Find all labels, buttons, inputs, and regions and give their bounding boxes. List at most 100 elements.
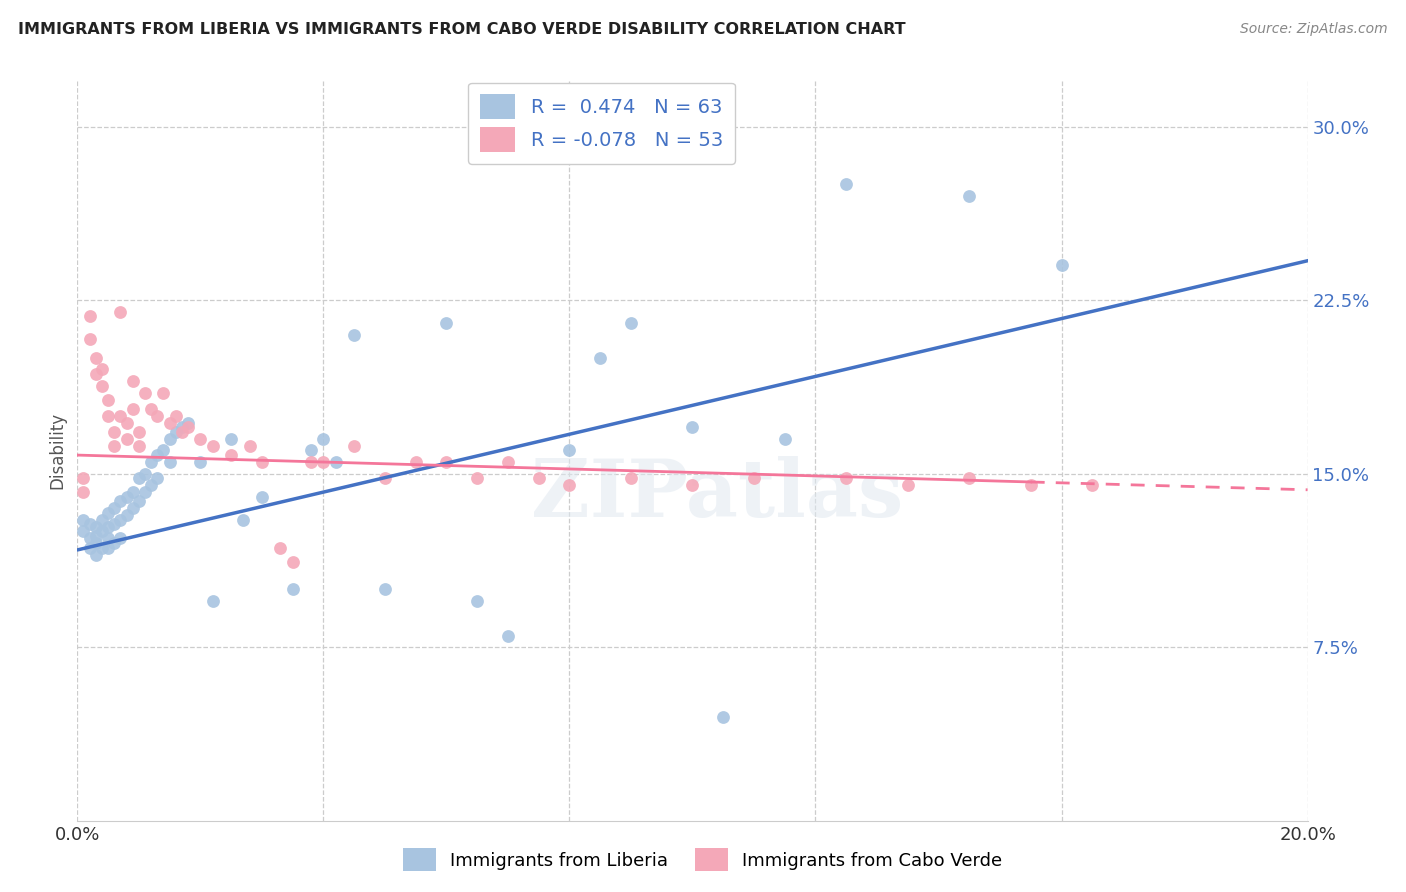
- Point: [325, 455, 347, 469]
- Point: [201, 439, 224, 453]
- Point: [496, 628, 519, 642]
- Point: [115, 432, 138, 446]
- Point: [312, 432, 335, 446]
- Point: [269, 541, 291, 555]
- Point: [110, 409, 132, 423]
- Point: [496, 455, 519, 469]
- Point: [620, 316, 643, 330]
- Point: [121, 501, 143, 516]
- Point: [134, 485, 156, 500]
- Point: [84, 367, 107, 381]
- Point: [374, 471, 396, 485]
- Point: [97, 392, 120, 407]
- Point: [299, 443, 322, 458]
- Point: [835, 471, 858, 485]
- Point: [79, 517, 101, 532]
- Point: [115, 416, 138, 430]
- Point: [1050, 259, 1073, 273]
- Point: [159, 432, 181, 446]
- Point: [146, 409, 169, 423]
- Point: [97, 506, 120, 520]
- Point: [121, 374, 143, 388]
- Point: [90, 362, 114, 376]
- Point: [177, 416, 200, 430]
- Point: [84, 529, 107, 543]
- Point: [957, 189, 980, 203]
- Point: [141, 455, 163, 469]
- Point: [374, 582, 396, 597]
- Point: [405, 455, 427, 469]
- Point: [152, 385, 174, 400]
- Point: [558, 478, 581, 492]
- Point: [170, 420, 193, 434]
- Point: [711, 709, 734, 723]
- Point: [110, 494, 132, 508]
- Point: [115, 490, 138, 504]
- Point: [170, 425, 193, 439]
- Point: [84, 351, 107, 365]
- Point: [232, 513, 254, 527]
- Point: [134, 385, 156, 400]
- Point: [177, 420, 200, 434]
- Text: ZIPatlas: ZIPatlas: [531, 456, 903, 534]
- Point: [682, 420, 704, 434]
- Point: [465, 594, 488, 608]
- Point: [620, 471, 643, 485]
- Point: [90, 378, 114, 392]
- Point: [121, 485, 143, 500]
- Point: [146, 471, 169, 485]
- Point: [110, 532, 132, 546]
- Point: [159, 416, 181, 430]
- Point: [72, 524, 94, 539]
- Point: [121, 401, 143, 416]
- Point: [79, 333, 101, 347]
- Point: [897, 478, 920, 492]
- Point: [239, 439, 262, 453]
- Point: [90, 541, 114, 555]
- Point: [110, 304, 132, 318]
- Legend: R =  0.474   N = 63, R = -0.078   N = 53: R = 0.474 N = 63, R = -0.078 N = 53: [468, 83, 734, 163]
- Point: [165, 425, 187, 439]
- Point: [281, 554, 304, 569]
- Text: IMMIGRANTS FROM LIBERIA VS IMMIGRANTS FROM CABO VERDE DISABILITY CORRELATION CHA: IMMIGRANTS FROM LIBERIA VS IMMIGRANTS FR…: [18, 22, 905, 37]
- Point: [957, 471, 980, 485]
- Point: [79, 310, 101, 324]
- Point: [250, 455, 273, 469]
- Point: [103, 501, 125, 516]
- Point: [90, 513, 114, 527]
- Point: [1081, 478, 1104, 492]
- Point: [97, 520, 120, 534]
- Point: [201, 594, 224, 608]
- Point: [103, 439, 125, 453]
- Text: Source: ZipAtlas.com: Source: ZipAtlas.com: [1240, 22, 1388, 37]
- Point: [84, 520, 107, 534]
- Point: [188, 432, 212, 446]
- Point: [250, 490, 273, 504]
- Point: [72, 471, 94, 485]
- Point: [589, 351, 612, 365]
- Point: [146, 448, 169, 462]
- Point: [110, 513, 132, 527]
- Point: [219, 448, 242, 462]
- Point: [159, 455, 181, 469]
- Point: [128, 439, 150, 453]
- Legend: Immigrants from Liberia, Immigrants from Cabo Verde: Immigrants from Liberia, Immigrants from…: [396, 841, 1010, 879]
- Point: [84, 548, 107, 562]
- Point: [103, 517, 125, 532]
- Point: [835, 178, 858, 192]
- Point: [72, 485, 94, 500]
- Point: [72, 513, 94, 527]
- Point: [84, 536, 107, 550]
- Point: [128, 425, 150, 439]
- Point: [152, 443, 174, 458]
- Point: [742, 471, 765, 485]
- Point: [299, 455, 322, 469]
- Point: [312, 455, 335, 469]
- Y-axis label: Disability: Disability: [48, 412, 66, 489]
- Point: [436, 316, 458, 330]
- Point: [527, 471, 550, 485]
- Point: [90, 524, 114, 539]
- Point: [1019, 478, 1042, 492]
- Point: [97, 409, 120, 423]
- Point: [134, 467, 156, 481]
